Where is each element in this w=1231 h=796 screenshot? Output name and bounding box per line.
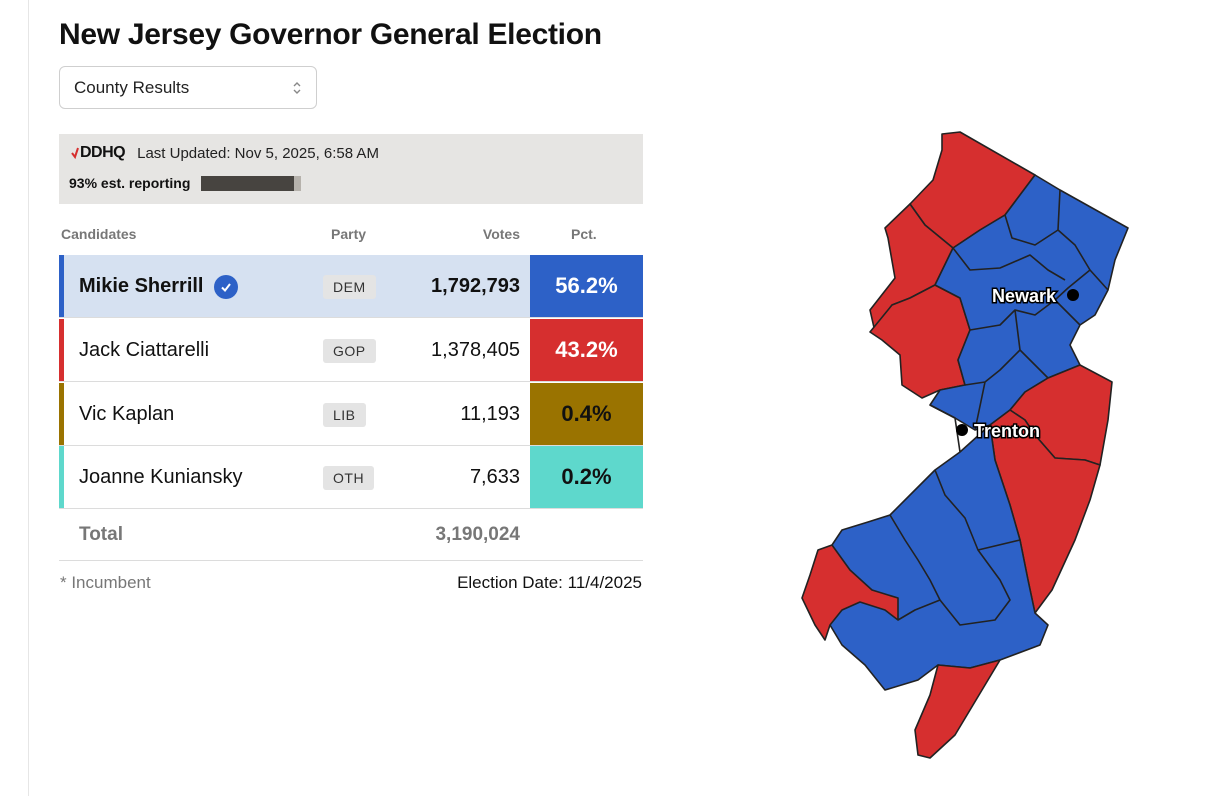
reporting-progress-bar [201, 175, 302, 191]
vote-percentage: 0.2% [530, 446, 643, 508]
vote-count: 1,378,405 [431, 339, 520, 361]
party-color-stripe [59, 255, 64, 317]
candidate-name: Vic Kaplan [79, 403, 175, 425]
candidate-row[interactable]: Vic Kaplan LIB 11,193 0.4% [59, 383, 643, 446]
city-label-newark: Newark [992, 286, 1057, 306]
left-border [28, 0, 29, 796]
total-votes: 3,190,024 [435, 524, 520, 545]
total-label: Total [79, 524, 123, 545]
county-results-map: Newark Trenton [801, 131, 1129, 759]
vote-percentage: 56.2% [530, 255, 643, 317]
reporting-text: 93% est. reporting [69, 175, 191, 191]
vote-count: 7,633 [469, 466, 520, 488]
county-capemay[interactable] [914, 659, 1001, 759]
party-color-stripe [59, 383, 64, 445]
checkmark-logo-icon [71, 147, 79, 160]
candidate-name: Joanne Kuniansky [79, 466, 243, 488]
party-badge: GOP [323, 339, 376, 363]
incumbent-note: * Incumbent [60, 573, 151, 592]
candidate-row[interactable]: Jack Ciattarelli GOP 1,378,405 43.2% [59, 319, 643, 382]
chevron-updown-icon [292, 80, 302, 96]
table-header: Candidates Party Votes Pct. [59, 224, 643, 246]
header-candidates: Candidates [61, 226, 137, 242]
county-north-blue[interactable] [929, 174, 1129, 431]
winner-check-icon [213, 274, 238, 299]
party-color-stripe [59, 319, 64, 381]
results-info-panel: DDHQ Last Updated: Nov 5, 2025, 6:58 AM … [59, 134, 643, 204]
vote-count: 11,193 [460, 403, 520, 425]
newark-marker [1067, 289, 1079, 301]
header-votes: Votes [482, 226, 520, 242]
party-badge: OTH [323, 466, 375, 490]
total-row: Total 3,190,024 [59, 510, 643, 561]
header-pct: Pct. [571, 226, 597, 242]
vote-count: 1,792,793 [431, 275, 520, 297]
county-south-blue[interactable] [824, 424, 1049, 691]
ddhq-logo: DDHQ [71, 144, 126, 162]
party-color-stripe [59, 446, 64, 508]
vote-percentage: 0.4% [530, 383, 643, 445]
vote-percentage: 43.2% [530, 319, 643, 381]
trenton-marker [956, 424, 968, 436]
candidate-row[interactable]: Joanne Kuniansky OTH 7,633 0.2% [59, 446, 643, 509]
last-updated-text: Last Updated: Nov 5, 2025, 6:58 AM [137, 144, 379, 162]
candidate-row[interactable]: Mikie Sherrill DEM 1,792,793 56.2% [59, 255, 643, 318]
city-label-trenton: Trenton [974, 421, 1040, 441]
election-date: Election Date: 11/4/2025 [457, 573, 642, 592]
candidate-name: Mikie Sherrill [79, 255, 238, 318]
dropdown-selected-value: County Results [74, 77, 190, 97]
party-badge: LIB [323, 403, 366, 427]
header-party: Party [331, 226, 367, 242]
party-badge: DEM [323, 275, 376, 299]
page-title: New Jersey Governor General Election [59, 18, 602, 51]
results-view-dropdown[interactable]: County Results [59, 66, 317, 109]
county-salem[interactable] [801, 544, 899, 641]
candidate-name: Jack Ciattarelli [79, 339, 210, 361]
reporting-progress-fill [201, 175, 295, 191]
